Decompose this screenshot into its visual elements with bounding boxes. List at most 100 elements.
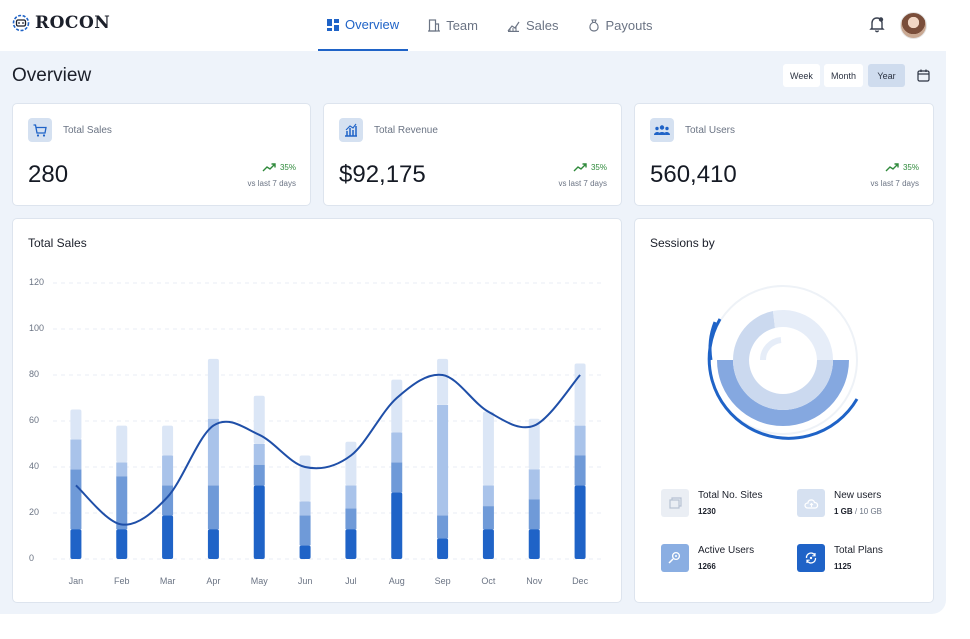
bar-segment[interactable]: [299, 515, 311, 546]
bar-segment[interactable]: [299, 455, 311, 502]
bar-segment[interactable]: [482, 485, 494, 507]
calendar-button[interactable]: [912, 64, 934, 86]
sessions-title: Sessions by: [650, 236, 715, 250]
bar-segment[interactable]: [207, 418, 219, 486]
sales-chart: [53, 282, 603, 560]
bar-segment[interactable]: [574, 485, 586, 559]
bar-segment[interactable]: [482, 411, 494, 486]
calendar-icon: [916, 69, 930, 82]
kpi-subtext: vs last 7 days: [247, 179, 296, 188]
x-tick-label: Feb: [113, 576, 130, 586]
nav-overview[interactable]: Overview: [318, 0, 409, 51]
active-users-icon-box: [661, 544, 689, 572]
bar-segment[interactable]: [253, 395, 265, 444]
bar-segment[interactable]: [116, 462, 128, 477]
bar-segment[interactable]: [345, 441, 357, 486]
bar-segment[interactable]: [345, 508, 357, 530]
bar-segment[interactable]: [482, 529, 494, 559]
grid-icon: [327, 18, 339, 31]
bar-segment[interactable]: [70, 469, 82, 530]
bar-segment[interactable]: [574, 425, 586, 456]
x-tick-label: May: [250, 576, 268, 586]
cloud-icon-box: [797, 489, 825, 517]
bar-segment[interactable]: [391, 432, 403, 463]
bar-segment[interactable]: [437, 515, 449, 539]
kpi-card-total-revenue: Total Revenue $92,175 35% vs last 7 days: [323, 103, 622, 206]
sessions-card: Sessions by Total No. Sites 1230 New use…: [634, 218, 934, 603]
bar-segment[interactable]: [437, 538, 449, 559]
bar-segment[interactable]: [391, 462, 403, 493]
bar-segment[interactable]: [70, 409, 82, 440]
bar-segment[interactable]: [116, 476, 128, 530]
trend-up-icon: [262, 163, 276, 172]
y-tick-label: 80: [29, 369, 40, 379]
bar-segment[interactable]: [574, 455, 586, 486]
x-tick-label: Dec: [572, 576, 589, 586]
chart-title: Total Sales: [28, 236, 87, 250]
range-year-button[interactable]: Year: [868, 64, 905, 87]
kpi-change-value: 35%: [279, 163, 296, 172]
main-nav: Overview Team Sales: [318, 0, 673, 51]
page-title: Overview: [12, 65, 92, 86]
total-sales-chart-card: Total Sales 0 20 40 60 80 100 120 Jan Feb Mar Apr…: [12, 218, 622, 603]
bar-segment[interactable]: [162, 485, 174, 516]
cart-icon-box: [28, 118, 52, 142]
bar-segment[interactable]: [391, 379, 403, 433]
bar-segment[interactable]: [299, 545, 311, 559]
legend-label: Active Users: [698, 545, 755, 556]
gear-logo-icon: [12, 14, 30, 32]
x-tick-label: Jan: [68, 576, 84, 586]
bar-segment[interactable]: [299, 501, 311, 516]
bar-segment[interactable]: [70, 529, 82, 559]
bar-segment[interactable]: [162, 515, 174, 559]
bar-segment[interactable]: [162, 455, 174, 486]
revenue-icon-box: [339, 118, 363, 142]
bar-segment[interactable]: [345, 529, 357, 559]
bar-segment[interactable]: [528, 529, 540, 559]
bar-segment[interactable]: [528, 418, 540, 470]
bar-segment[interactable]: [207, 485, 219, 530]
legend-value: 1230: [698, 507, 716, 516]
bar-segment[interactable]: [207, 358, 219, 419]
bar-segment[interactable]: [528, 499, 540, 530]
notifications-button[interactable]: [869, 16, 885, 38]
bar-segment[interactable]: [528, 469, 540, 500]
kpi-value: 280: [28, 161, 69, 188]
kpi-value: 560,410: [650, 161, 737, 188]
users-icon: [654, 125, 670, 135]
kpi-card-total-sales: Total Sales 280 35% vs last 7 days: [12, 103, 311, 206]
y-tick-label: 100: [29, 323, 45, 333]
cart-icon: [33, 123, 47, 137]
bar-segment[interactable]: [162, 425, 174, 456]
bar-segment[interactable]: [70, 439, 82, 470]
bar-segment[interactable]: [253, 464, 265, 486]
kpi-subtext: vs last 7 days: [870, 179, 919, 188]
logo-text: ROCON: [35, 13, 111, 33]
legend-value: 1 GB / 10 GB: [834, 507, 883, 516]
avatar[interactable]: [900, 12, 927, 39]
range-month-button[interactable]: Month: [824, 64, 864, 87]
x-tick-label: Sep: [434, 576, 451, 586]
kpi-label: Total Revenue: [374, 125, 438, 136]
bar-segment[interactable]: [437, 404, 449, 516]
y-tick-label: 20: [29, 507, 40, 517]
kpi-card-total-users: Total Users 560,410 35% vs last 7 days: [634, 103, 934, 206]
bar-segment[interactable]: [391, 492, 403, 559]
nav-sales[interactable]: Sales: [498, 0, 568, 51]
nav-payouts[interactable]: Payouts: [579, 0, 662, 51]
bar-segment[interactable]: [345, 485, 357, 509]
bar-segment[interactable]: [116, 529, 128, 559]
bar-segment[interactable]: [437, 358, 449, 405]
bar-segment[interactable]: [253, 485, 265, 559]
range-week-button[interactable]: Week: [783, 64, 820, 87]
legend-label: Total No. Sites: [698, 490, 763, 501]
bar-segment[interactable]: [116, 425, 128, 463]
bar-segment[interactable]: [253, 444, 265, 465]
active-users-icon: [668, 551, 681, 564]
bar-segment[interactable]: [207, 529, 219, 559]
bar-segment[interactable]: [482, 506, 494, 530]
logo[interactable]: ROCON: [11, 13, 110, 33]
sessions-radial-chart: [707, 285, 859, 440]
bar-segment[interactable]: [574, 363, 586, 426]
nav-team[interactable]: Team: [419, 0, 487, 51]
